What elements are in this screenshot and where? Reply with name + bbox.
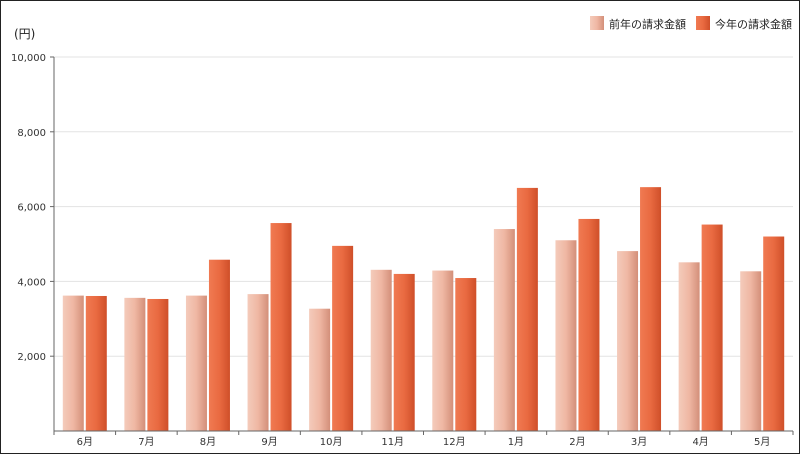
- x-axis-tick-label: 12月: [443, 436, 466, 448]
- bar-previous-year: [370, 269, 392, 431]
- bar-previous-year: [309, 308, 331, 431]
- bar-previous-year: [555, 240, 577, 431]
- x-axis-tick-label: 7月: [138, 436, 154, 448]
- y-axis-unit-label: (円): [14, 27, 35, 41]
- bar-current-year: [332, 245, 354, 431]
- bar-previous-year: [247, 294, 269, 431]
- bar-previous-year: [185, 295, 207, 431]
- y-axis-tick-label: 10,000: [11, 53, 46, 64]
- y-axis-tick-label: 2,000: [17, 352, 46, 363]
- bar-previous-year: [678, 262, 700, 431]
- x-axis-tick-label: 9月: [261, 436, 277, 448]
- legend-label-previous-year: 前年の請求金額: [609, 17, 686, 31]
- bar-previous-year: [432, 270, 454, 431]
- bar-previous-year: [62, 295, 84, 431]
- bar-current-year: [701, 224, 723, 431]
- x-axis-tick-label: 11月: [381, 436, 404, 448]
- bar-previous-year: [493, 229, 515, 431]
- x-axis-tick-label: 5月: [754, 436, 770, 448]
- x-axis-tick-label: 4月: [692, 436, 708, 448]
- x-axis-tick-label: 3月: [631, 436, 647, 448]
- bars: [62, 187, 785, 431]
- y-axis-tick-label: 8,000: [17, 128, 46, 139]
- x-axis-tick-labels: 6月 7月 8月 9月 10月 11月 12月 1月 2月 3月 4月 5月: [53, 431, 794, 448]
- legend-swatch-previous-year: [590, 16, 604, 30]
- y-axis-tick-label: 4,000: [17, 277, 46, 288]
- x-axis-tick-label: 1月: [508, 436, 524, 448]
- grid-lines: [54, 56, 793, 357]
- legend-label-current-year: 今年の請求金額: [715, 17, 792, 31]
- x-axis-tick-label: 2月: [569, 436, 585, 448]
- x-axis-tick-label: 6月: [77, 436, 93, 448]
- bar-previous-year: [617, 251, 639, 431]
- x-axis-tick-label: 10月: [320, 436, 343, 448]
- bar-previous-year: [740, 271, 762, 431]
- bar-current-year: [85, 295, 107, 431]
- bar-current-year: [147, 298, 169, 431]
- bar-current-year: [763, 236, 785, 431]
- bar-current-year: [455, 278, 477, 431]
- bar-current-year: [578, 218, 600, 431]
- y-axis-tick-label: 6,000: [17, 203, 46, 214]
- bar-current-year: [516, 187, 538, 431]
- legend-swatch-current-year: [696, 16, 710, 30]
- bar-current-year: [208, 259, 230, 431]
- bar-current-year: [640, 187, 662, 431]
- bar-previous-year: [124, 297, 146, 431]
- bar-current-year: [393, 273, 415, 431]
- x-axis-tick-label: 8月: [200, 436, 216, 448]
- y-axis-tick-labels: 2,000 4,000 6,000 8,000 10,000: [11, 53, 54, 363]
- bar-current-year: [270, 223, 292, 431]
- legend: 前年の請求金額 今年の請求金額: [590, 16, 792, 31]
